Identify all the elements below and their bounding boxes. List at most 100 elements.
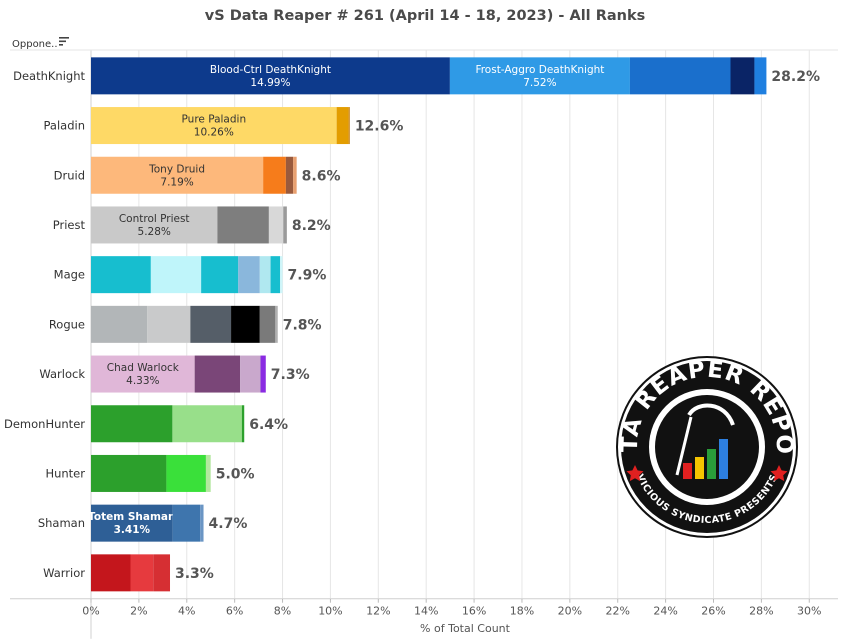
bar-segment[interactable] [91, 504, 173, 542]
bar-segment[interactable] [217, 206, 269, 244]
bar-segment[interactable] [91, 305, 148, 343]
category-label: DeathKnight [13, 69, 85, 83]
bar-row-hunter[interactable]: Hunter 5.0% [45, 454, 255, 492]
bar-segment[interactable] [91, 355, 195, 393]
total-label: 6.4% [249, 417, 288, 433]
x-tick-label: 30% [797, 605, 821, 618]
bar-segment[interactable] [730, 57, 755, 95]
bar-row-warrior[interactable]: Warrior 3.3% [43, 554, 214, 592]
chart-title: vS Data Reaper # 261 (April 14 - 18, 202… [205, 8, 646, 24]
bar-segment[interactable] [280, 256, 283, 294]
bar-row-demonhunter[interactable]: DemonHunter 6.4% [4, 405, 288, 443]
segment-value-label: 7.52% [523, 77, 556, 89]
bar-segment[interactable] [91, 206, 218, 244]
bar-segment[interactable] [241, 405, 245, 443]
bar-segment[interactable] [190, 305, 232, 343]
bar-segment[interactable] [259, 305, 276, 343]
bar-segment[interactable] [91, 554, 131, 592]
segment-value-label: 14.99% [250, 77, 290, 89]
bar-segment[interactable] [172, 504, 201, 542]
bar-segment[interactable] [130, 554, 154, 592]
x-tick-label: 18% [510, 605, 534, 618]
bar-segment[interactable] [336, 107, 349, 145]
x-tick-label: 12% [366, 605, 390, 618]
total-label: 28.2% [771, 69, 820, 85]
bar-segment[interactable] [147, 305, 191, 343]
segment-value-label: 7.19% [160, 176, 193, 188]
bar-segment[interactable] [449, 57, 630, 95]
bar-segment[interactable] [238, 256, 260, 294]
bar-segment[interactable] [263, 156, 286, 194]
bar-segment[interactable] [153, 554, 171, 592]
bar-segment[interactable] [166, 454, 206, 492]
x-tick-label: 6% [226, 605, 243, 618]
bar-segment[interactable] [240, 355, 261, 393]
bar-segment[interactable] [201, 256, 239, 294]
total-label: 8.6% [302, 168, 341, 184]
bar-segment[interactable] [205, 454, 211, 492]
bar-segment[interactable] [268, 206, 284, 244]
segment-value-label: 3.41% [114, 524, 151, 536]
x-tick-label: 20% [558, 605, 582, 618]
x-tick-label: 22% [606, 605, 630, 618]
bar-chart-icon [683, 439, 728, 479]
total-label: 7.9% [288, 268, 327, 284]
bar-segment[interactable] [91, 454, 167, 492]
star-icon [770, 465, 788, 482]
bar-segment[interactable] [293, 156, 297, 194]
total-label: 4.7% [209, 516, 248, 532]
x-axis: 0% 2% 4% 6% 8% 10% 12% 14% 16% 18% 20% 22% 24% 26% 28%… [82, 598, 821, 618]
bar-segment[interactable] [270, 256, 281, 294]
bar-segment[interactable] [194, 355, 241, 393]
x-tick-label: 2% [130, 605, 147, 618]
bar-segment[interactable] [91, 107, 337, 145]
x-tick-label: 4% [178, 605, 195, 618]
scythe-icon [675, 403, 735, 476]
segment-label: Tony Druid [148, 163, 205, 175]
bar-segment[interactable] [200, 504, 204, 542]
opponent-filter[interactable]: Oppone.. [12, 37, 69, 50]
bar-segment[interactable] [275, 305, 278, 343]
bar-row-rogue[interactable]: Rogue 7.8% [49, 305, 322, 343]
category-label: Shaman [38, 516, 85, 530]
segment-value-label: 4.33% [126, 375, 159, 387]
category-label: Hunter [45, 466, 85, 480]
segment-label: Pure Paladin [182, 114, 247, 126]
bar-segment[interactable] [91, 405, 173, 443]
bar-segment[interactable] [231, 305, 260, 343]
category-label: Warlock [39, 367, 85, 381]
bar-segment[interactable] [285, 156, 294, 194]
bar-segment[interactable] [629, 57, 731, 95]
bar-segment[interactable] [260, 355, 266, 393]
total-label: 8.2% [292, 218, 331, 234]
bar-segment[interactable] [91, 256, 151, 294]
total-label: 7.8% [283, 317, 322, 333]
x-tick-label: 16% [462, 605, 486, 618]
bar-segment[interactable] [348, 107, 350, 145]
data-reaper-logo: DATA REAPER REPORT VICIOUS SYNDICATE PRE… [616, 356, 798, 538]
bar-row-mage[interactable]: Mage 7.9% [54, 256, 327, 294]
bar-segment[interactable] [91, 156, 264, 194]
bar-segment[interactable] [91, 57, 450, 95]
segment-label: Control Priest [119, 213, 190, 225]
bar-segment[interactable] [172, 405, 242, 443]
filter-label: Oppone.. [12, 39, 58, 50]
bar-segment[interactable] [283, 206, 287, 244]
sort-icon[interactable] [59, 37, 69, 46]
category-label: DemonHunter [4, 417, 85, 431]
category-label: Priest [53, 218, 86, 232]
bar-segment[interactable] [259, 256, 271, 294]
total-label: 3.3% [175, 566, 214, 582]
category-label: Paladin [44, 119, 86, 133]
segment-value-label: 5.28% [138, 226, 171, 238]
bar-segment[interactable] [754, 57, 767, 95]
bar-segment[interactable] [150, 256, 202, 294]
